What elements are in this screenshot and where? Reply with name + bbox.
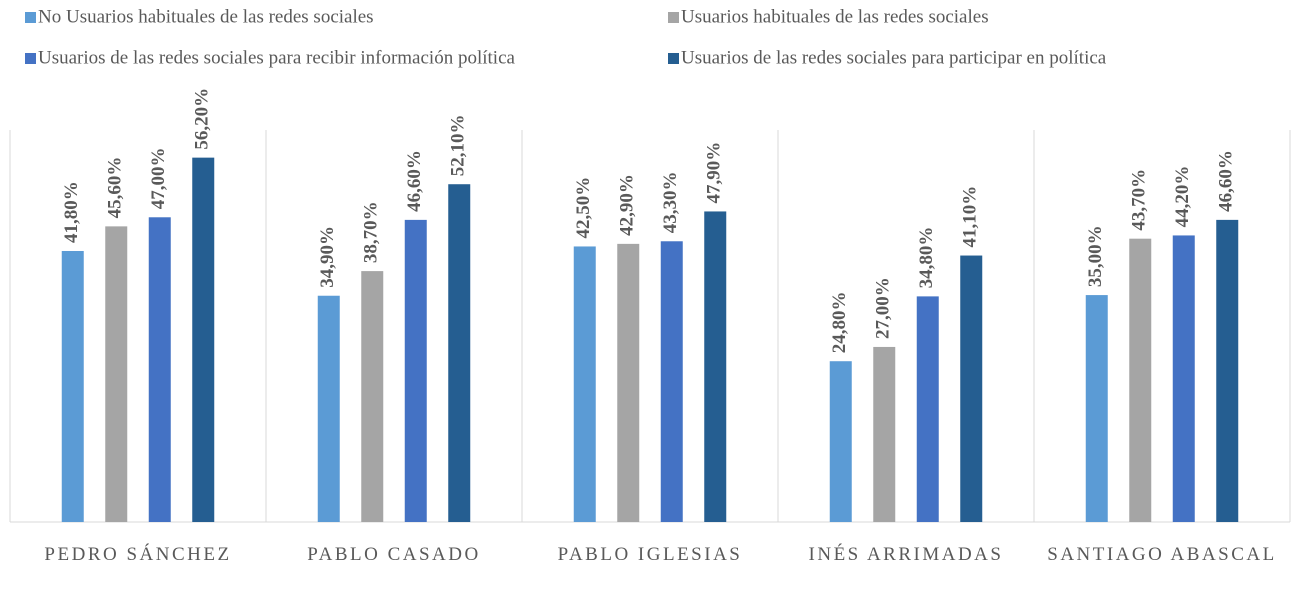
bar <box>1216 219 1239 523</box>
data-label: 43,70% <box>1129 169 1150 231</box>
data-label: 56,20% <box>192 88 213 150</box>
data-label: 46,60% <box>404 150 425 212</box>
data-label: 34,80% <box>916 227 937 289</box>
legend-swatch <box>25 53 36 64</box>
legend-swatch <box>668 12 679 23</box>
bar <box>192 157 215 523</box>
bar <box>148 217 171 523</box>
bar <box>404 219 427 523</box>
bar <box>361 271 384 522</box>
x-tick-label: INÉS ARRIMADAS <box>808 544 1004 565</box>
data-label: 43,30% <box>660 172 681 234</box>
bar <box>105 226 128 523</box>
data-label: 34,90% <box>317 226 338 288</box>
bar <box>1085 295 1108 522</box>
legend-label: No Usuarios habituales de las redes soci… <box>38 6 374 27</box>
bar <box>829 361 852 522</box>
bar <box>61 250 84 522</box>
bar <box>317 295 340 522</box>
bar <box>1129 238 1152 522</box>
data-label: 47,90% <box>704 142 725 204</box>
data-label: 45,60% <box>105 157 126 219</box>
data-label: 47,00% <box>148 148 169 210</box>
bar <box>916 296 939 522</box>
bar <box>617 243 640 523</box>
legend-label: Usuarios de las redes sociales para reci… <box>38 47 515 68</box>
bar <box>448 184 471 523</box>
data-label: 35,00% <box>1085 225 1106 287</box>
data-label: 24,80% <box>829 291 850 353</box>
bar <box>873 346 896 522</box>
legend-swatch <box>25 12 36 23</box>
data-label: 38,70% <box>361 201 382 263</box>
bar <box>704 211 727 522</box>
bar <box>960 255 983 522</box>
legend-label: Usuarios de las redes sociales para part… <box>681 47 1107 68</box>
data-label: 42,50% <box>573 177 594 239</box>
bar <box>573 246 596 523</box>
data-label: 27,00% <box>873 277 894 339</box>
data-label: 42,90% <box>617 174 638 236</box>
x-tick-label: PABLO CASADO <box>307 544 481 565</box>
data-label: 52,10% <box>448 114 469 176</box>
data-label: 44,20% <box>1172 166 1193 228</box>
bar <box>660 241 683 522</box>
legend-swatch <box>668 53 679 64</box>
data-label: 41,10% <box>960 186 981 248</box>
x-tick-label: PABLO IGLESIAS <box>557 544 743 565</box>
x-tick-label: SANTIAGO ABASCAL <box>1047 544 1277 565</box>
legend-label: Usuarios habituales de las redes sociale… <box>681 6 989 27</box>
bar <box>1172 235 1195 523</box>
data-label: 46,60% <box>1216 150 1237 212</box>
x-tick-label: PEDRO SÁNCHEZ <box>44 544 232 565</box>
data-label: 41,80% <box>61 181 82 243</box>
